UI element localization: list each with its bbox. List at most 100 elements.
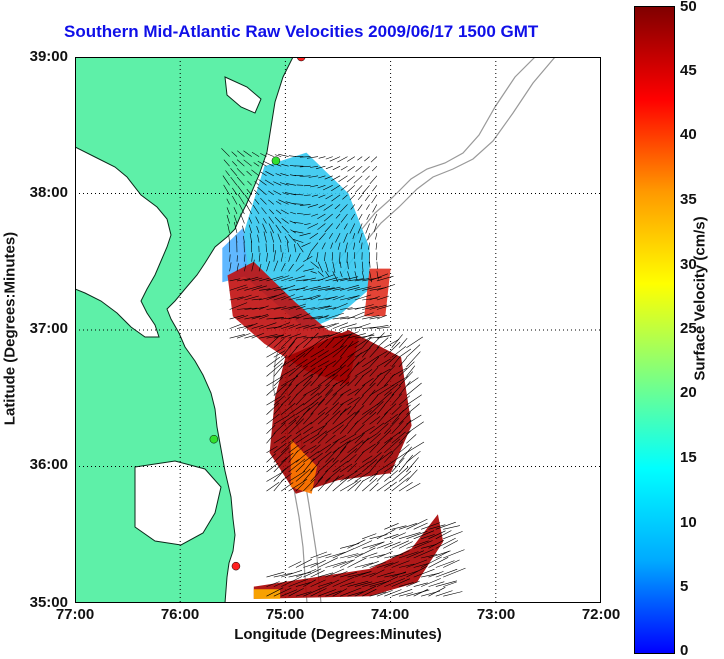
velocity-vector: [269, 209, 275, 215]
velocity-vector: [281, 164, 289, 167]
velocity-vector: [278, 153, 289, 157]
velocity-vector: [289, 220, 297, 224]
velocity-vector: [420, 556, 442, 568]
velocity-vector: [369, 561, 386, 568]
station-marker[interactable]: [231, 561, 241, 571]
velocity-vector: [273, 322, 291, 329]
velocity-vector: [288, 433, 302, 444]
station-marker[interactable]: [271, 156, 281, 165]
velocity-vector: [273, 587, 292, 597]
velocity-vector: [273, 350, 286, 358]
velocity-vector: [357, 204, 363, 211]
velocity-vector: [236, 176, 245, 186]
velocity-vector: [347, 375, 358, 387]
velocity-vector: [347, 591, 364, 597]
velocity-vector: [317, 223, 326, 230]
velocity-vector: [339, 470, 358, 482]
velocity-vector: [357, 156, 363, 161]
velocity-vector: [221, 148, 230, 157]
velocity-vector: [443, 549, 465, 559]
velocity-vector: [235, 235, 238, 243]
velocity-vector: [310, 471, 320, 482]
velocity-vector: [292, 203, 304, 205]
velocity-vector: [236, 286, 249, 291]
velocity-vector: [288, 295, 304, 301]
velocity-vector: [288, 470, 306, 482]
velocity-vector: [317, 305, 332, 310]
velocity-vector: [406, 403, 420, 415]
velocity-vector: [369, 591, 387, 597]
velocity-vector: [398, 412, 411, 425]
velocity-vector: [354, 294, 372, 301]
velocity-vector: [325, 261, 329, 273]
velocity-vector: [317, 553, 332, 559]
velocity-vector: [362, 580, 385, 587]
velocity-vector: [323, 213, 333, 222]
velocity-vector: [252, 204, 260, 215]
velocity-vector: [266, 413, 280, 425]
velocity-vector: [443, 525, 460, 530]
velocity-vector: [317, 589, 337, 597]
velocity-vector: [339, 480, 358, 492]
velocity-vector: [280, 440, 295, 454]
velocity-vector: [310, 588, 327, 597]
velocity-vector: [398, 404, 411, 415]
velocity-vector: [266, 336, 280, 348]
velocity-vector: [303, 315, 323, 320]
velocity-vector: [266, 424, 276, 434]
velocity-vector: [325, 439, 340, 454]
velocity-vector: [354, 278, 370, 282]
velocity-vector: [281, 576, 303, 587]
velocity-vector: [354, 323, 371, 329]
colorbar-tick: 45: [680, 62, 697, 79]
velocity-vector: [325, 579, 340, 587]
velocity-vector: [306, 156, 319, 159]
velocity-vector: [376, 404, 385, 415]
velocity-vector: [303, 586, 326, 597]
velocity-vector: [295, 347, 311, 358]
velocity-vector: [384, 365, 396, 377]
velocity-vector: [321, 242, 326, 250]
velocity-vector: [369, 452, 382, 463]
velocity-vector: [266, 432, 276, 444]
velocity-vector: [229, 323, 242, 329]
velocity-vector: [288, 418, 305, 434]
velocity-vector: [266, 286, 283, 291]
velocity-vector: [273, 383, 287, 396]
velocity-vector: [332, 381, 350, 396]
velocity-vector: [226, 214, 230, 224]
velocity-vector: [354, 585, 377, 597]
velocity-vector: [310, 261, 320, 269]
velocity-vector: [325, 194, 333, 200]
colorbar-label: Surface Velocity (cm/s): [691, 216, 709, 381]
velocity-vector: [310, 325, 325, 329]
velocity-vector: [325, 271, 330, 277]
velocity-vector: [391, 376, 409, 387]
velocity-vector: [428, 587, 446, 597]
velocity-vector: [362, 411, 377, 425]
velocity-vector: [362, 333, 375, 339]
station-marker[interactable]: [209, 434, 219, 444]
velocity-vector: [376, 481, 391, 492]
velocity-vector: [376, 551, 393, 559]
velocity-vector: [384, 341, 401, 358]
velocity-vector: [243, 159, 252, 167]
velocity-vector: [317, 261, 324, 273]
velocity-vector: [376, 411, 388, 425]
velocity-vector: [384, 354, 398, 368]
velocity-vector: [369, 316, 380, 320]
velocity-vector: [290, 211, 296, 215]
velocity-vector: [303, 433, 320, 444]
velocity-vector: [352, 233, 356, 240]
velocity-vector: [398, 430, 411, 444]
velocity-vector: [294, 243, 297, 253]
velocity-vector: [406, 450, 421, 463]
velocity-vector: [406, 377, 419, 387]
velocity-vector: [362, 533, 377, 540]
velocity-vector: [295, 582, 311, 587]
velocity-vector: [310, 295, 321, 301]
velocity-vector: [354, 336, 371, 348]
velocity-vector: [244, 276, 259, 282]
velocity-vector: [234, 222, 238, 234]
velocity-vector: [339, 424, 349, 434]
